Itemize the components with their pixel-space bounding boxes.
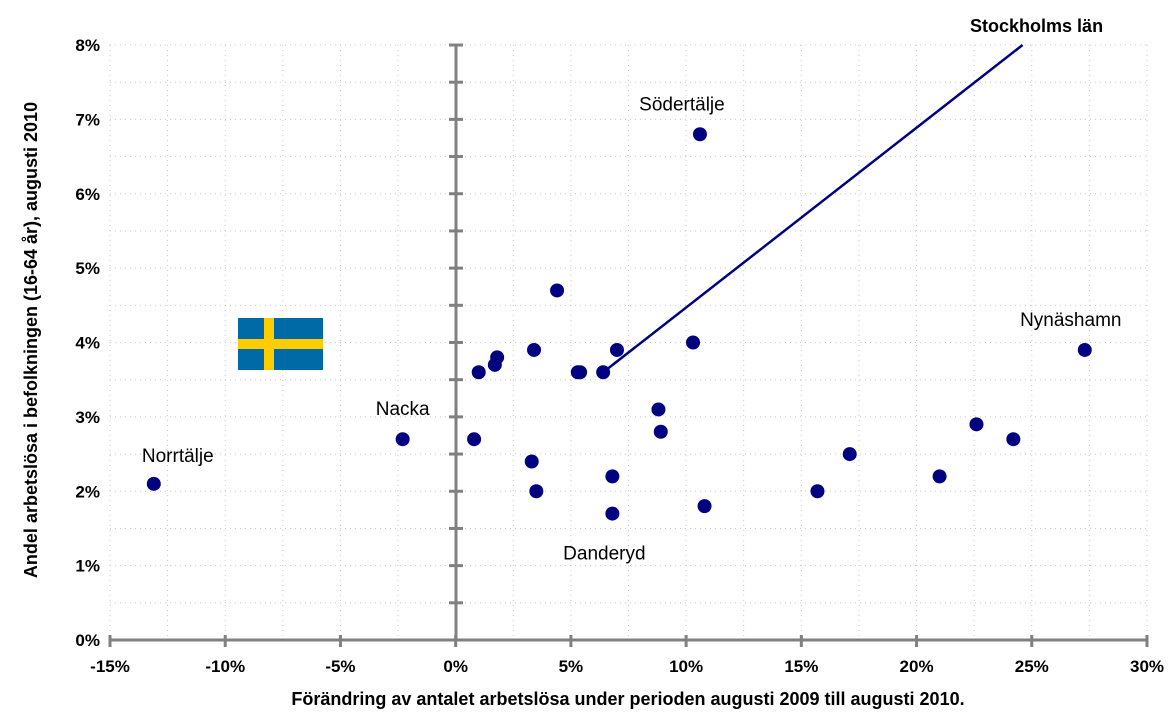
data-point (527, 342, 542, 357)
y-tick-label: 4% (75, 334, 100, 353)
y-tick-label: 3% (75, 408, 100, 427)
x-tick-label: 10% (669, 657, 703, 676)
y-tick-label: 7% (75, 110, 100, 129)
y-tick-label: 6% (75, 185, 100, 204)
reference-line (602, 44, 1024, 374)
data-point (524, 454, 539, 469)
tick-labels: -15% -10% -5% 0% 5% 10% 15% 20% 25% 30% 0% 1% 2% 3% 4%… (75, 36, 1164, 676)
data-point (609, 342, 624, 357)
reference-line-group: Stockholms län (602, 16, 1103, 374)
x-tick-label: -15% (90, 657, 130, 676)
data-point (605, 506, 620, 521)
data-point (932, 469, 947, 484)
data-point (653, 424, 668, 439)
y-tick-label: 2% (75, 482, 100, 501)
axes (108, 43, 1149, 647)
data-point (1077, 342, 1092, 357)
data-point (697, 499, 712, 514)
grid (109, 44, 1148, 640)
y-tick-label: 0% (75, 631, 100, 650)
sweden-flag-icon (238, 318, 323, 370)
x-tick-label: 20% (900, 657, 934, 676)
data-point (146, 476, 161, 491)
data-point (969, 417, 984, 432)
data-point (529, 484, 544, 499)
y-tick-label: 8% (75, 36, 100, 55)
x-tick-label: -10% (205, 657, 245, 676)
data-point (810, 484, 825, 499)
y-tick-label: 1% (75, 557, 100, 576)
data-point (1006, 432, 1021, 447)
point-label: Nacka (376, 399, 430, 420)
x-tick-label: -5% (325, 657, 355, 676)
y-axis-title: Andel arbetslösa i befolkningen (16-64 å… (21, 102, 41, 578)
point-label: Nynäshamn (1020, 310, 1121, 331)
data-point (692, 127, 707, 142)
data-point (842, 447, 857, 462)
flag-cross-horizontal (238, 339, 323, 349)
data-point (395, 432, 410, 447)
point-label: Norrtälje (142, 446, 214, 467)
data-point (550, 283, 565, 298)
data-point (467, 432, 482, 447)
data-point (471, 365, 486, 380)
data-point (686, 335, 701, 350)
x-tick-label: 30% (1130, 657, 1164, 676)
data-point (490, 350, 505, 365)
data-point (573, 365, 588, 380)
y-tick-label: 5% (75, 259, 100, 278)
x-tick-label: 5% (559, 657, 584, 676)
x-axis-title: Förändring av antalet arbetslösa under p… (291, 689, 964, 709)
x-tick-label: 25% (1015, 657, 1049, 676)
data-points (146, 127, 1092, 521)
point-label: Danderyd (563, 544, 645, 565)
x-tick-label: 15% (784, 657, 818, 676)
data-point (605, 469, 620, 484)
point-labels: Norrtälje Nacka Danderyd Södertälje Nynäsham… (142, 94, 1122, 564)
reference-line-label: Stockholms län (970, 16, 1103, 36)
x-tick-label: 0% (443, 657, 468, 676)
data-point (651, 402, 666, 417)
data-point (596, 365, 611, 380)
point-label: Södertälje (639, 94, 725, 115)
